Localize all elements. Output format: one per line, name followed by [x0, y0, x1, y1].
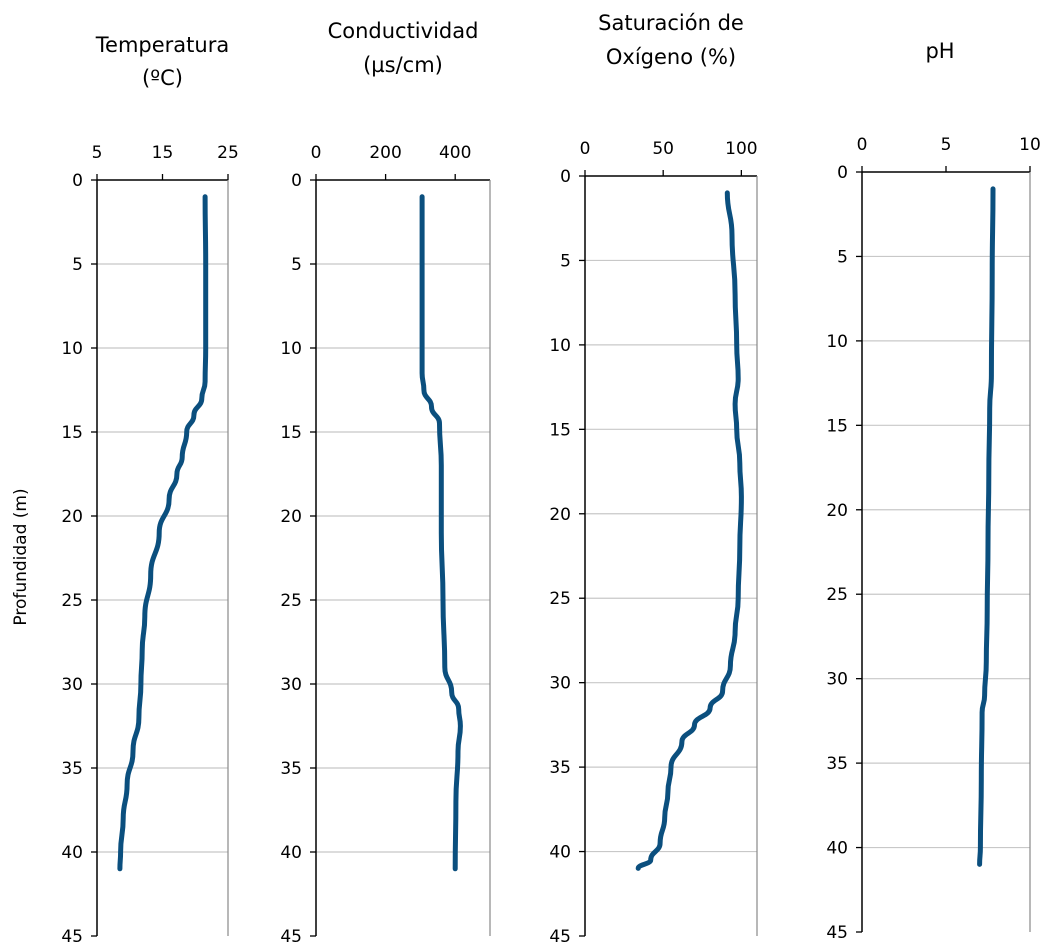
y-tick-label: 40 — [549, 843, 571, 863]
chart-title: Temperatura (ºC) — [95, 33, 229, 90]
y-tick-label: 15 — [280, 423, 302, 443]
x-tick-label: 5 — [941, 135, 952, 155]
y-tick-label: 15 — [826, 416, 848, 436]
x-tick-label: 0 — [580, 139, 591, 159]
y-tick-label: 5 — [72, 255, 83, 275]
x-tick-label: 0 — [311, 143, 322, 163]
y-tick-label: 10 — [549, 336, 571, 356]
y-tick-label: 25 — [280, 591, 302, 611]
chart-panel-3: Saturación de Oxígeno (%) 0 50 100 0 5 10 15 20 25… — [549, 11, 758, 945]
y-tick-label: 5 — [837, 247, 848, 267]
chart-title: Conductividad (µs/cm) — [328, 19, 479, 77]
series-line — [419, 194, 463, 872]
y-tick-label: 40 — [280, 843, 302, 863]
y-tick-label: 30 — [549, 674, 571, 694]
y-tick-label: 45 — [826, 923, 848, 943]
chart-title-line: Conductividad — [328, 19, 479, 43]
y-tick-label: 30 — [280, 675, 302, 695]
chart-title: Saturación de Oxígeno (%) — [598, 11, 744, 69]
chart-title-line: Oxígeno (%) — [606, 45, 736, 69]
x-tick-label: 0 — [857, 135, 868, 155]
x-tick-label: 100 — [725, 139, 757, 159]
y-tick-label: 35 — [61, 759, 83, 779]
x-tick-label: 5 — [92, 143, 103, 163]
x-tick-label: 50 — [652, 139, 674, 159]
y-tick-label: 35 — [549, 758, 571, 778]
y-tick-label: 0 — [560, 167, 571, 187]
chart-title-line: pH — [925, 39, 954, 63]
y-tick-label: 20 — [61, 507, 83, 527]
y-tick-label: 20 — [826, 501, 848, 521]
chart-title: pH — [925, 39, 954, 63]
y-tick-label: 45 — [61, 927, 83, 945]
y-tick-label: 15 — [549, 420, 571, 440]
chart-panel-4: pH 0 5 10 0 5 10 15 20 25 30 35 40 45 — [826, 39, 1040, 943]
x-tick-label: 200 — [369, 143, 401, 163]
y-tick-label: 20 — [549, 505, 571, 525]
y-tick-label: 25 — [549, 589, 571, 609]
y-tick-label: 10 — [826, 332, 848, 352]
y-tick-label: 40 — [61, 843, 83, 863]
series-line — [117, 194, 209, 872]
y-axis-title: Profundidad (m) — [11, 488, 31, 625]
x-tick-label: 400 — [439, 143, 471, 163]
y-tick-label: 0 — [837, 163, 848, 183]
y-tick-label: 10 — [61, 339, 83, 359]
chart-panel-2: Conductividad (µs/cm) 0 200 400 0 5 10 15 20 25 30 3… — [280, 19, 491, 945]
y-tick-label: 0 — [291, 171, 302, 191]
chart-title-line: Saturación de — [598, 11, 744, 35]
y-tick-label: 45 — [549, 927, 571, 945]
y-tick-label: 30 — [61, 675, 83, 695]
chart-title-line: Temperatura — [95, 33, 229, 57]
series-line — [977, 186, 996, 867]
x-tick-label: 15 — [152, 143, 174, 163]
y-tick-label: 35 — [826, 754, 848, 774]
y-tick-label: 15 — [61, 423, 83, 443]
chart-title-line: (ºC) — [142, 66, 183, 90]
y-tick-label: 30 — [826, 670, 848, 690]
x-tick-label: 25 — [217, 143, 239, 163]
series-line — [635, 190, 744, 871]
y-tick-label: 40 — [826, 839, 848, 859]
y-tick-label: 10 — [280, 339, 302, 359]
y-tick-label: 25 — [826, 585, 848, 605]
chart-title-line: (µs/cm) — [363, 53, 443, 77]
y-tick-label: 5 — [560, 251, 571, 271]
y-tick-label: 35 — [280, 759, 302, 779]
y-tick-label: 5 — [291, 255, 302, 275]
x-tick-label: 10 — [1019, 135, 1041, 155]
y-tick-label: 25 — [61, 591, 83, 611]
y-tick-label: 45 — [280, 927, 302, 945]
y-tick-label: 20 — [280, 507, 302, 527]
y-tick-label: 0 — [72, 171, 83, 191]
